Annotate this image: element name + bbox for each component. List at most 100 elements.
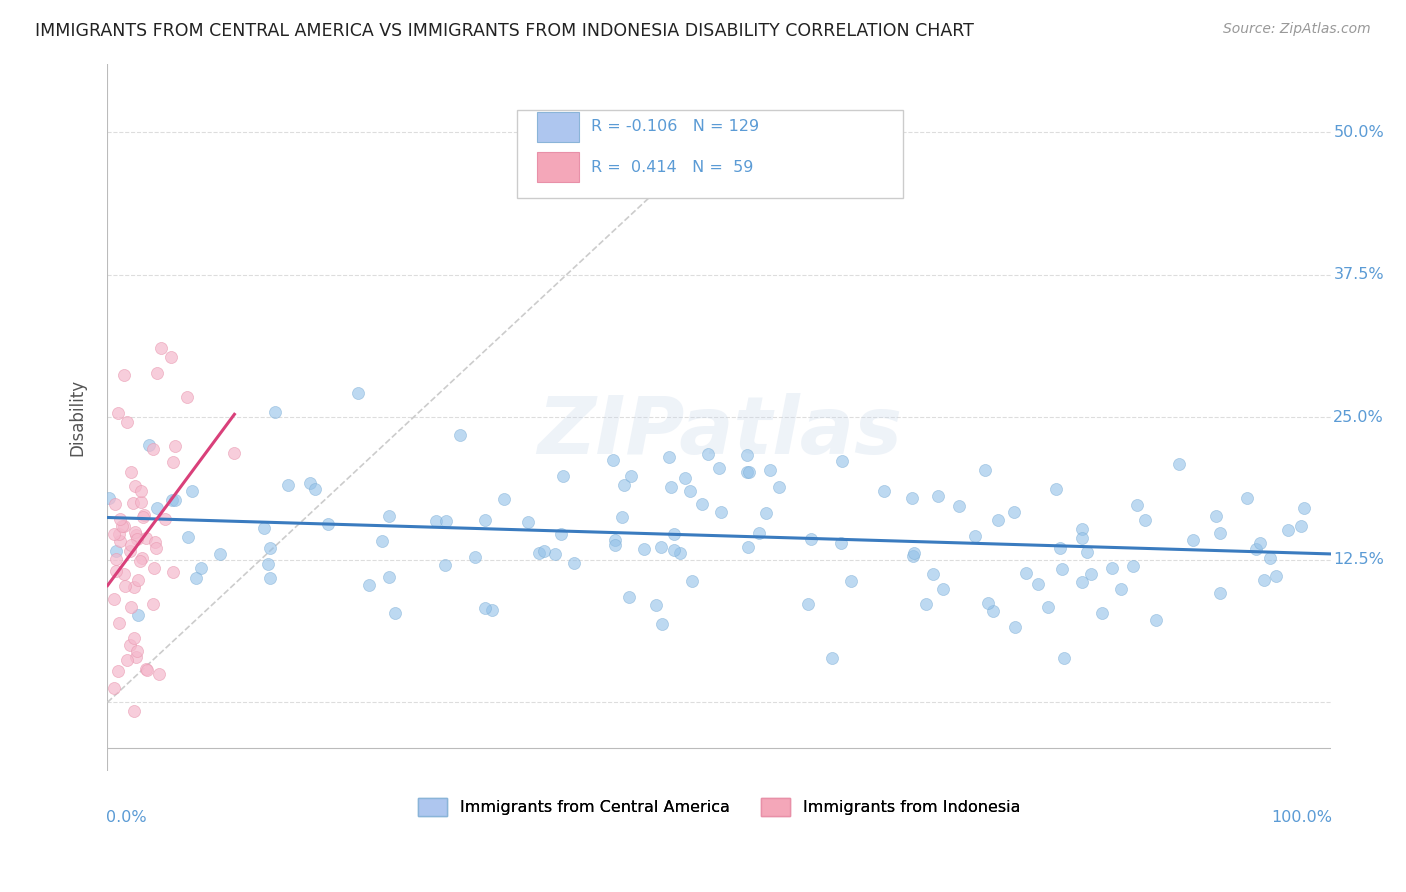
Point [1292, 500, 1315, 515]
Point [129, 495, 152, 509]
Point [1167, 458, 1189, 472]
Point [922, 567, 945, 582]
Point [176, 390, 198, 404]
Point [610, 510, 633, 524]
Point [613, 478, 636, 492]
Point [276, 478, 298, 492]
Point [1135, 513, 1157, 527]
Point [748, 525, 770, 540]
Point [120, 600, 142, 615]
Point [108, 533, 131, 548]
Point [131, 551, 153, 566]
Point [264, 405, 287, 419]
Point [125, 650, 148, 665]
Point [633, 542, 655, 557]
Point [104, 564, 127, 578]
Point [1002, 505, 1025, 519]
Point [678, 484, 700, 499]
Point [98, 491, 121, 506]
Point [347, 385, 370, 400]
Point [177, 530, 200, 544]
Point [619, 590, 641, 604]
Point [108, 527, 131, 541]
FancyBboxPatch shape [537, 153, 578, 182]
Point [915, 597, 938, 611]
Point [690, 497, 713, 511]
Point [190, 561, 212, 575]
Point [107, 407, 129, 421]
Point [1050, 562, 1073, 576]
Point [153, 512, 176, 526]
Text: Disability: Disability [67, 379, 86, 456]
Point [316, 516, 339, 531]
Point [1070, 522, 1092, 536]
Point [122, 704, 145, 718]
Point [115, 416, 138, 430]
Text: 37.5%: 37.5% [1333, 268, 1384, 283]
Point [384, 606, 406, 620]
Point [662, 543, 685, 558]
Point [932, 582, 955, 596]
Point [224, 446, 246, 460]
Point [659, 481, 682, 495]
Point [974, 463, 997, 477]
Point [948, 500, 970, 514]
Point [681, 574, 703, 588]
Point [1249, 536, 1271, 550]
Point [550, 527, 572, 541]
Point [449, 428, 471, 442]
Point [148, 667, 170, 681]
Point [112, 368, 135, 382]
Text: 12.5%: 12.5% [1333, 552, 1385, 567]
Point [839, 574, 862, 588]
Point [142, 442, 165, 457]
Point [1265, 568, 1288, 582]
Point [903, 546, 925, 560]
Point [709, 505, 731, 519]
Point [1126, 498, 1149, 512]
Point [184, 571, 207, 585]
Point [797, 597, 820, 611]
Point [162, 566, 184, 580]
Point [735, 448, 758, 462]
Point [1109, 582, 1132, 597]
Point [696, 446, 718, 460]
Point [1101, 561, 1123, 575]
Point [145, 541, 167, 555]
Point [1258, 550, 1281, 565]
Text: 100.0%: 100.0% [1271, 810, 1331, 824]
Point [1026, 577, 1049, 591]
Point [1036, 599, 1059, 614]
FancyBboxPatch shape [517, 110, 903, 198]
Point [1209, 585, 1232, 599]
Point [735, 465, 758, 479]
Point [150, 341, 173, 355]
Point [603, 538, 626, 552]
Point [124, 524, 146, 539]
Point [136, 663, 159, 677]
Point [112, 518, 135, 533]
Point [1253, 573, 1275, 587]
Point [620, 469, 643, 483]
Point [122, 496, 145, 510]
Point [104, 497, 127, 511]
Point [378, 509, 401, 524]
FancyBboxPatch shape [537, 112, 578, 142]
Point [103, 527, 125, 541]
Point [142, 597, 165, 611]
Point [707, 460, 730, 475]
Point [562, 557, 585, 571]
Point [1076, 545, 1098, 559]
Point [165, 492, 187, 507]
Point [900, 491, 922, 505]
Point [124, 479, 146, 493]
Point [357, 578, 380, 592]
Point [738, 465, 761, 479]
Point [108, 512, 131, 526]
Point [1071, 574, 1094, 589]
Point [112, 566, 135, 581]
Point [111, 519, 134, 533]
Point [125, 532, 148, 546]
Point [160, 350, 183, 364]
Point [668, 546, 690, 560]
